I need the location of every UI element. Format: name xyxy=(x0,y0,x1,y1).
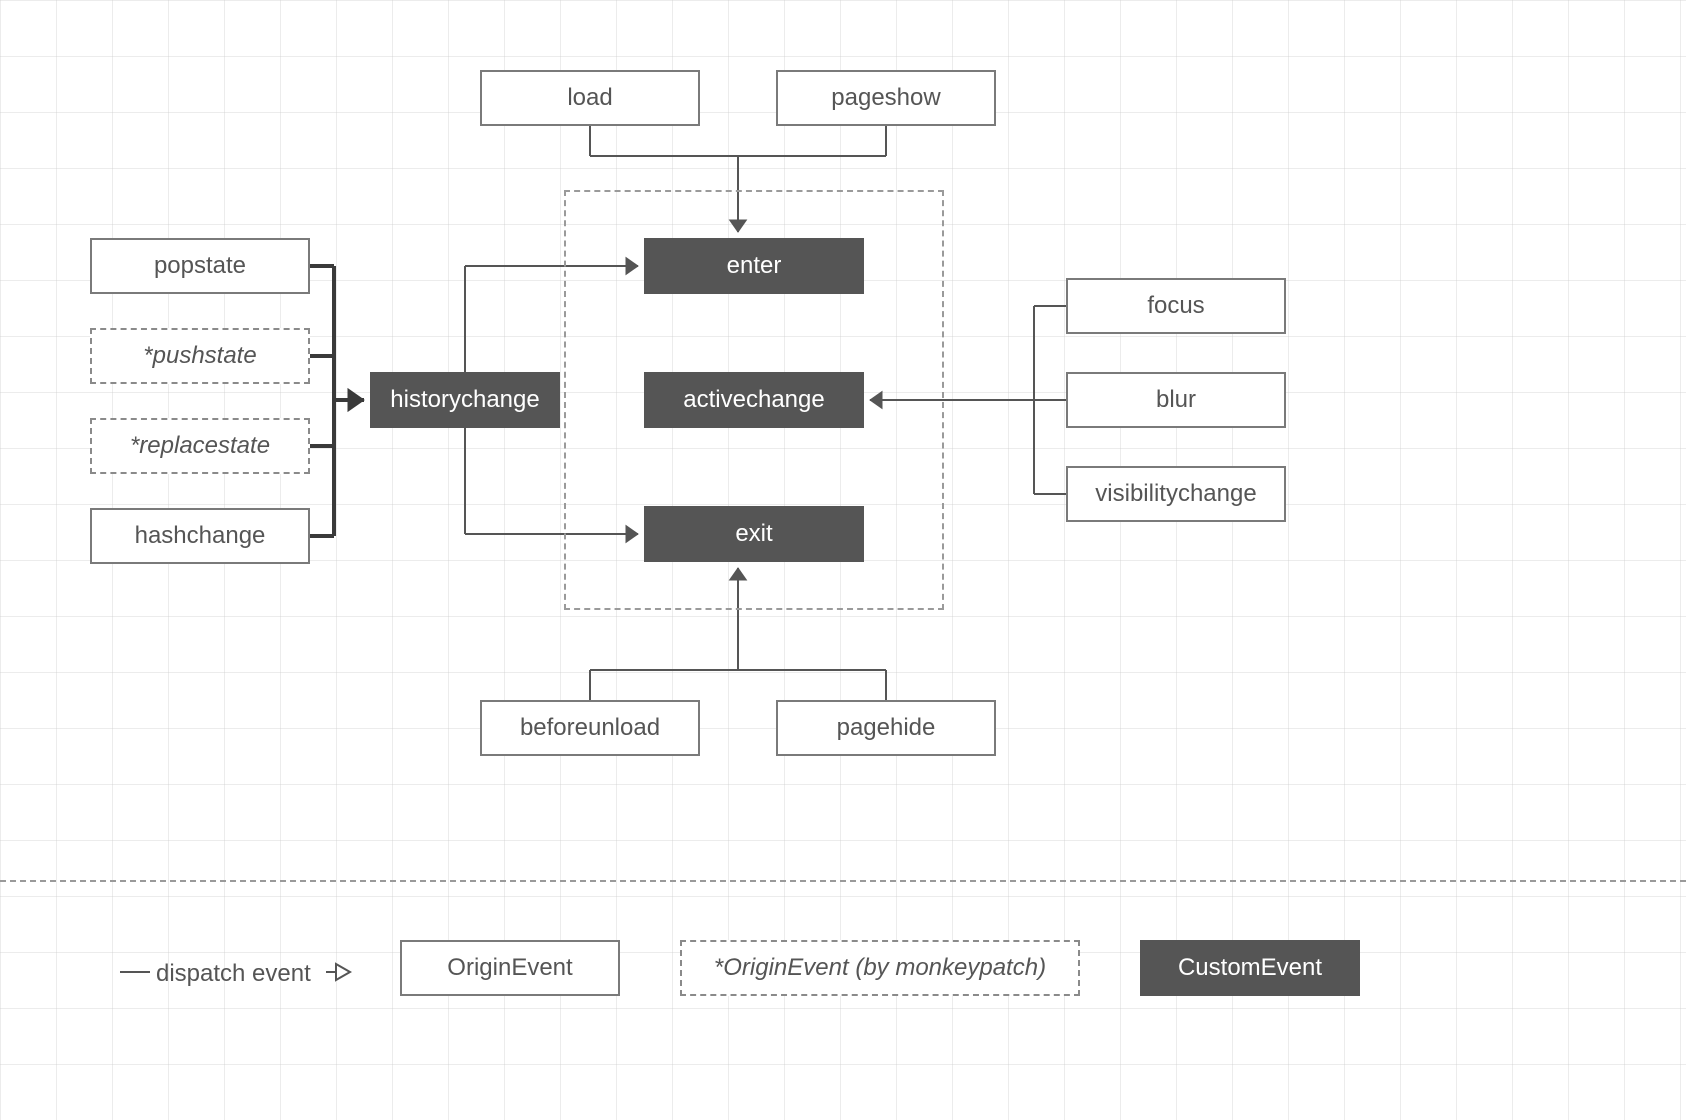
node-exit: exit xyxy=(644,506,864,562)
legend-custom: CustomEvent xyxy=(1140,940,1360,996)
node-load: load xyxy=(480,70,700,126)
node-blur: blur xyxy=(1066,372,1286,428)
node-historychange: historychange xyxy=(370,372,560,428)
node-enter: enter xyxy=(644,238,864,294)
node-pageshow: pageshow xyxy=(776,70,996,126)
node-pagehide: pagehide xyxy=(776,700,996,756)
legend-dispatch-label: dispatch event xyxy=(156,960,311,988)
node-visibilitychange: visibilitychange xyxy=(1066,466,1286,522)
node-popstate: popstate xyxy=(90,238,310,294)
node-beforeunload: beforeunload xyxy=(480,700,700,756)
legend-origin: OriginEvent xyxy=(400,940,620,996)
diagram-stage: load pageshow enter activechange exit popstat… xyxy=(0,0,1686,1120)
node-focus: focus xyxy=(1066,278,1286,334)
node-activechange: activechange xyxy=(644,372,864,428)
legend-monkey: *OriginEvent (by monkeypatch) xyxy=(680,940,1080,996)
node-replacestate: *replacestate xyxy=(90,418,310,474)
node-hashchange: hashchange xyxy=(90,508,310,564)
node-pushstate: *pushstate xyxy=(90,328,310,384)
legend-divider xyxy=(0,880,1686,882)
